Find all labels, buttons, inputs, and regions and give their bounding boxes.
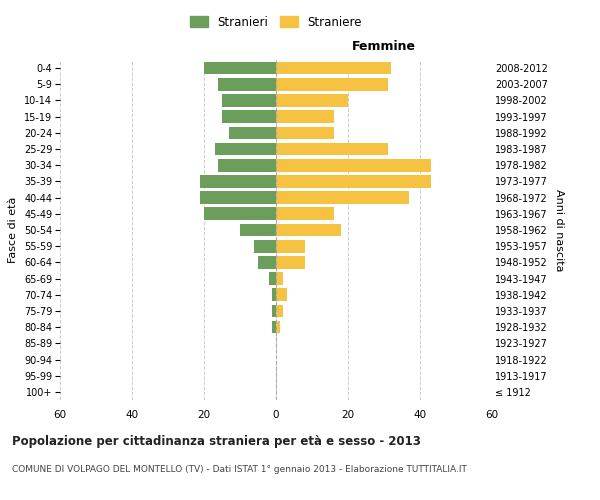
Bar [276, 94, 348, 107]
Bar [276, 142, 388, 156]
Bar [218, 159, 276, 172]
Bar [272, 321, 276, 334]
Bar [258, 256, 276, 268]
Bar [276, 175, 431, 188]
Bar [276, 78, 388, 90]
Bar [276, 192, 409, 204]
Bar [276, 240, 305, 252]
Bar [276, 159, 431, 172]
Bar [254, 240, 276, 252]
Bar [200, 175, 276, 188]
Bar [276, 224, 341, 236]
Bar [276, 110, 334, 123]
Bar [200, 192, 276, 204]
Bar [215, 142, 276, 156]
Text: Popolazione per cittadinanza straniera per età e sesso - 2013: Popolazione per cittadinanza straniera p… [12, 435, 421, 448]
Y-axis label: Anni di nascita: Anni di nascita [554, 188, 565, 271]
Y-axis label: Fasce di età: Fasce di età [8, 197, 19, 263]
Bar [222, 110, 276, 123]
Bar [276, 304, 283, 318]
Bar [229, 126, 276, 139]
Bar [276, 272, 283, 285]
Bar [276, 256, 305, 268]
Bar [276, 288, 287, 301]
Bar [276, 126, 334, 139]
Bar [272, 304, 276, 318]
Bar [276, 321, 280, 334]
Bar [240, 224, 276, 236]
Legend: Stranieri, Straniere: Stranieri, Straniere [185, 11, 367, 34]
Bar [269, 272, 276, 285]
Bar [276, 208, 334, 220]
Text: COMUNE DI VOLPAGO DEL MONTELLO (TV) - Dati ISTAT 1° gennaio 2013 - Elaborazione : COMUNE DI VOLPAGO DEL MONTELLO (TV) - Da… [12, 465, 467, 474]
Bar [272, 288, 276, 301]
Bar [204, 62, 276, 74]
Bar [222, 94, 276, 107]
Bar [276, 62, 391, 74]
Text: Femmine: Femmine [352, 40, 416, 53]
Bar [204, 208, 276, 220]
Bar [218, 78, 276, 90]
